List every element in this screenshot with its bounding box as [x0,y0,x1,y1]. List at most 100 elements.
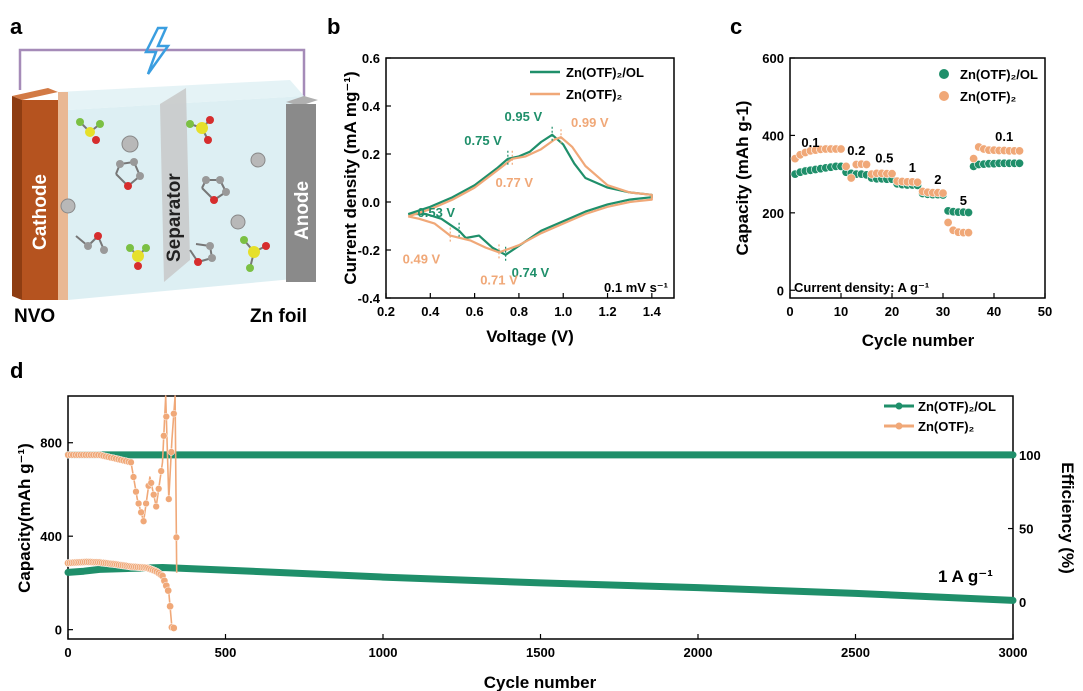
cv-legend-ol: Zn(OTF)₂/OL [566,65,644,80]
cycling-efficiency-point-plain [132,488,140,496]
rate-chart: 0 10 20 30 40 50 0 200 400 600 0.1 0.2 0.5 1 2 5 0.1 Cy… [733,51,1052,350]
rate-point-ol [963,208,973,218]
rate-point-plain [846,173,856,183]
cv-legend-plain: Zn(OTF)₂ [566,87,623,102]
cv-peak-label: 0.75 V [464,133,502,148]
cv-scan-rate: 0.1 mV s⁻¹ [604,280,668,295]
cycling-efficiency-point-plain [162,412,170,421]
cycling-x-tick-label: 1500 [526,645,555,660]
rate-point-plain [861,160,871,170]
cv-x-axis-label: Voltage (V) [486,327,574,346]
cv-peak-label: 0.74 V [512,265,550,280]
cathode-label: Cathode [30,174,51,250]
rate-step-label: 0.1 [801,135,819,150]
cycling-capacity-point-plain [169,624,178,632]
lightning-icon [143,26,171,75]
cycling-efficiency-point-plain [170,410,178,418]
rate-x-tick-label: 30 [936,304,950,319]
cathode-slab: Cathode [12,88,68,300]
rate-x-tick-label: 0 [786,304,793,319]
rate-legend-swatch-ol [939,69,949,79]
cycling-efficiency-point-plain [134,499,143,508]
cycling-legend-marker-plain [895,422,903,430]
cv-chart: 0.2 0.4 0.6 0.8 1.0 1.2 1.4 -0.4 -0.2 0.0 0.2 0.4 0.… [341,51,675,346]
cv-x-tick-label: 1.2 [598,304,616,319]
cycling-efficiency-point-plain [147,479,155,487]
cycling-y2-axis-label: Efficiency (%) [1058,462,1077,573]
panel-d-label: d [10,358,23,383]
cv-plot-frame [385,57,675,299]
cv-x-tick-label: 0.8 [510,304,528,319]
nvo-label: NVO [14,306,55,327]
rate-point-plain [963,228,973,238]
cycling-efficiency-point-plain [139,517,148,525]
cycling-x-tick-label: 500 [215,645,237,660]
rate-plot-frame [789,57,1046,299]
cycling-efficiency-point-plain [172,533,181,542]
battery-schematic: Cathode Separator Anode [12,26,318,327]
panel-c-label: c [730,14,742,39]
rate-current-density-note: Current density: A g⁻¹ [794,280,929,295]
rate-x-axis-label: Cycle number [862,331,975,350]
cycling-efficiency-point-plain [152,502,160,511]
rate-point-plain [1014,146,1024,156]
cycling-efficiency-point-plain [167,448,175,456]
cycling-efficiency-point-plain [150,491,158,499]
cycling-efficiency-point-plain [157,467,165,475]
cycling-y2-tick-label: 50 [1019,522,1033,537]
cv-peak-label: 0.77 V [495,175,533,190]
cycling-x-tick-label: 2500 [841,645,870,660]
zn-foil-label: Zn foil [250,306,307,327]
rate-y-tick-label: 0 [777,283,784,298]
cv-y-tick-label: -0.2 [358,243,380,258]
cv-y-axis-label: Current density (mA mg⁻¹) [341,71,360,284]
anode-slab: Anode [286,96,318,282]
rate-legend: Zn(OTF)₂/OL Zn(OTF)₂ [939,67,1038,104]
rate-step-label: 0.1 [995,129,1013,144]
rate-point-plain [969,154,979,164]
rate-step-label: 0.5 [875,151,893,166]
cv-peak-label: 0.49 V [403,252,441,267]
cycling-rate-label: 1 A g⁻¹ [938,567,993,586]
rate-point-plain [912,177,922,187]
cv-y-tick-label: 0.2 [362,147,380,162]
rate-step-label: 2 [934,172,941,187]
panel-a-label: a [10,14,23,39]
cycling-capacity-point-plain [166,602,174,611]
cycling-y-axis-label: Capacity(mAh g⁻¹) [15,443,34,593]
rate-x-tick-label: 20 [885,304,899,319]
cycling-efficiency-line-plain [68,395,178,573]
rate-point-plain [887,169,897,179]
cv-y-tick-label: 0.0 [362,195,380,210]
cycling-efficiency-point-plain [155,485,163,493]
rate-legend-swatch-plain [939,91,949,101]
rate-legend-ol: Zn(OTF)₂/OL [960,67,1038,82]
separator-membrane: Separator [160,88,190,282]
cycling-legend-plain: Zn(OTF)₂ [918,419,975,434]
rate-step-label: 1 [909,160,916,175]
rate-y-tick-label: 400 [762,128,784,143]
anode-label: Anode [292,181,313,240]
cv-peak-label: 0.99 V [571,115,609,130]
rate-step-label: 0.2 [847,143,865,158]
cycling-chart: 0 500 1000 1500 2000 2500 3000 0 400 800 0 50 100 Cy… [15,395,1077,691]
cycling-x-tick-label: 3000 [999,645,1028,660]
cv-curve-ol [407,133,653,256]
cv-x-tick-label: 0.4 [421,304,440,319]
rate-y-tick-label: 200 [762,206,784,221]
cv-x-tick-label: 1.4 [643,304,662,319]
cycling-efficiency-point-plain [137,508,145,516]
rate-point-plain [943,218,953,228]
rate-x-tick-label: 10 [834,304,848,319]
panel-b-label: b [327,14,340,39]
cv-y-tick-label: 0.6 [362,51,380,66]
separator-label: Separator [164,173,185,262]
cv-y-tick-label: -0.4 [358,291,381,306]
cycling-legend-marker-ol [895,402,903,410]
cycling-capacity-band-ol [64,564,1017,604]
rate-y-axis-label: Capacity (mAh g-1) [733,101,752,256]
cycling-y2-tick-label: 0 [1019,595,1026,610]
rate-legend-plain: Zn(OTF)₂ [960,89,1017,104]
cv-x-tick-label: 0.6 [466,304,484,319]
